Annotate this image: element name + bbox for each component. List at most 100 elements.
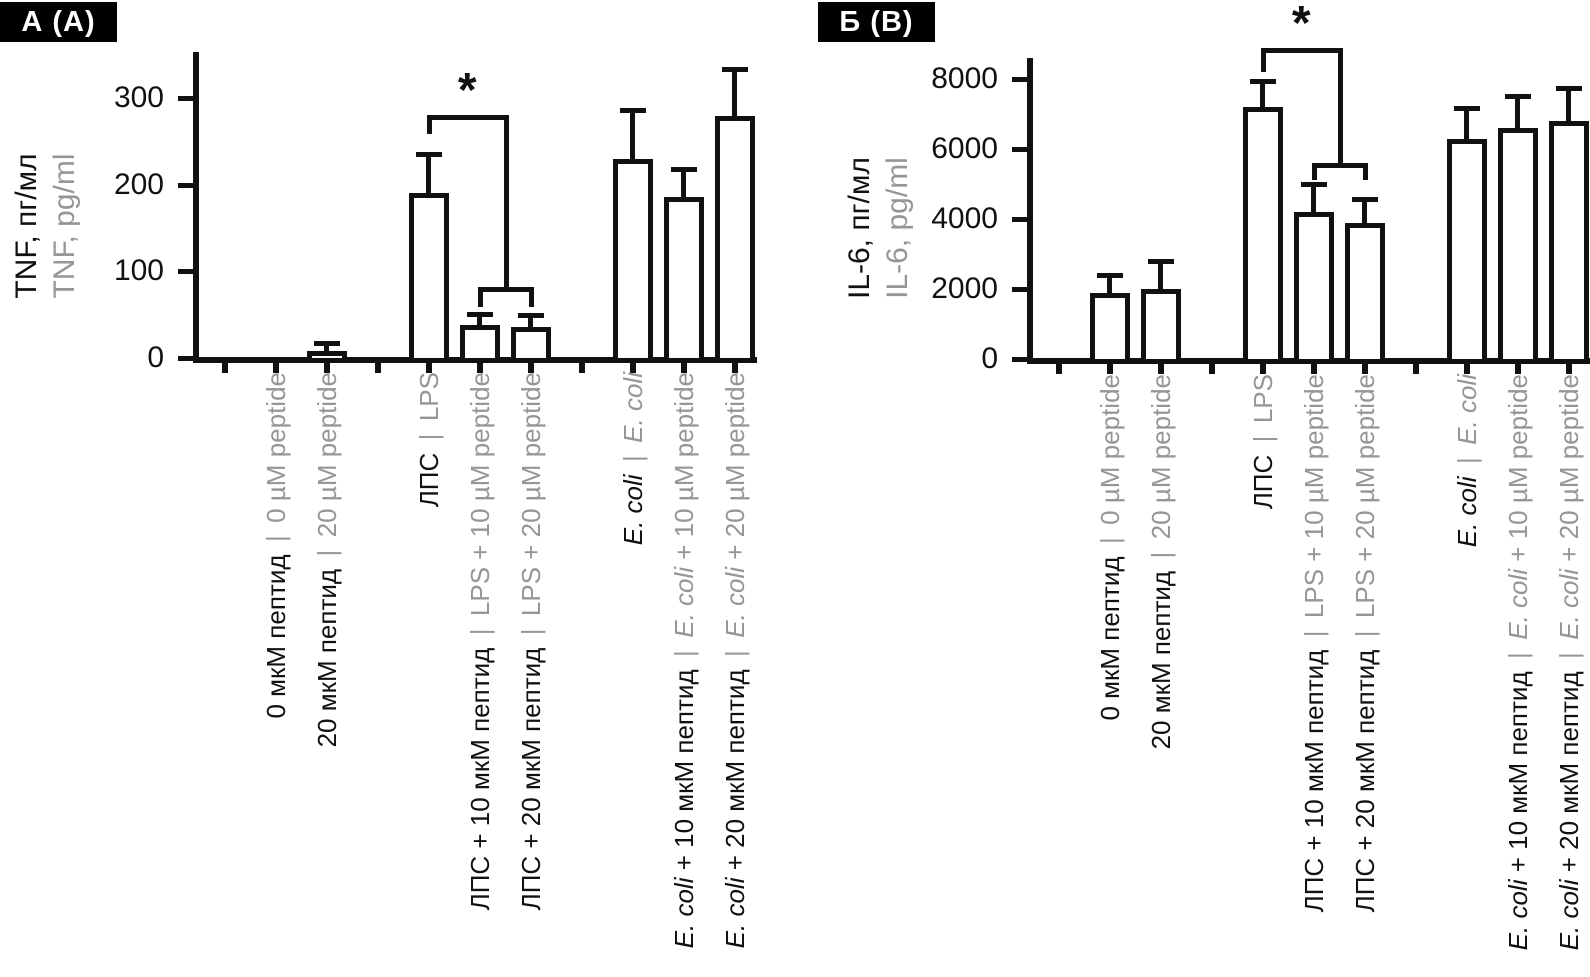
y-tick-label: 300: [113, 81, 164, 115]
x-label-ru: E. coli: [1452, 476, 1482, 548]
error-bar-stem: [528, 312, 533, 339]
y-tick-label: 100: [113, 254, 164, 288]
significance-bracket-top: [1261, 47, 1343, 53]
bar: [664, 196, 704, 363]
error-bar-cap: [1505, 94, 1531, 100]
x-label-ru: ЛПС + 20 мкМ пептид: [1350, 649, 1380, 913]
error-bar-cap: [1097, 273, 1123, 279]
y-tick-label: 0: [981, 342, 998, 375]
x-label-en: | E. coli + 10 µM peptide: [1503, 374, 1533, 672]
error-bar-stem: [1362, 196, 1367, 235]
error-bar-stem: [1464, 105, 1469, 151]
x-tick: [579, 363, 585, 373]
y-tick: [178, 96, 193, 102]
x-label-en: | 0 µM peptide: [1095, 374, 1125, 557]
error-bar-cap: [1301, 182, 1327, 188]
bar: [1294, 212, 1334, 364]
x-label-ru: 20 мкМ пептид: [1146, 570, 1176, 750]
y-tick: [178, 356, 193, 361]
y-tick-label: 8000: [931, 62, 998, 95]
x-label-en: | E. coli: [1452, 374, 1482, 477]
x-tick: [630, 363, 636, 373]
x-label-en: | E. coli + 20 µM peptide: [1554, 374, 1584, 672]
x-tick: [528, 363, 534, 373]
error-bar-stem: [1107, 273, 1112, 305]
y-tick-label: 2000: [931, 272, 998, 305]
x-tick: [1260, 364, 1266, 374]
significance-star: *: [1291, 0, 1311, 50]
x-tick-label: E. coli | E. coli: [1450, 374, 1484, 977]
bar: [511, 326, 551, 363]
bar: [460, 325, 500, 363]
error-bar-cap: [518, 312, 544, 318]
x-tick-label: 20 мкМ пептид | 20 µM peptide: [1144, 374, 1178, 977]
x-tick: [1515, 364, 1521, 374]
significance-bracket-left-stub: [1261, 47, 1266, 72]
panel-a-tag: А (A): [0, 2, 117, 42]
significance-pair-bracket: [478, 286, 534, 292]
x-label-ru: E. coli + 20 мкМ пептид: [1554, 671, 1584, 951]
x-tick-label: E. coli + 20 мкМ пептид | E. coli + 20 µ…: [1552, 374, 1586, 977]
error-bar-stem: [426, 151, 431, 206]
error-bar-cap: [467, 312, 493, 318]
x-label-en: | 20 µM peptide: [1146, 374, 1176, 571]
error-bar-cap: [1454, 105, 1480, 111]
significance-pair-stub: [478, 286, 483, 307]
y-tick: [1012, 217, 1027, 222]
significance-bracket-drop: [1337, 47, 1343, 168]
x-tick: [1464, 364, 1470, 374]
y-tick: [178, 182, 193, 188]
x-tick-label: ЛПС | LPS: [1246, 374, 1280, 977]
error-bar-stem: [477, 312, 482, 338]
bar: [1090, 292, 1130, 364]
bar: [409, 193, 449, 363]
significance-bracket-left-stub: [427, 115, 432, 135]
x-tick: [1209, 364, 1215, 374]
x-tick: [681, 363, 687, 373]
bar: [1345, 222, 1385, 364]
bar: [307, 351, 347, 363]
error-bar-stem: [1515, 94, 1520, 140]
x-label-en: | LPS + 10 µM peptide: [1299, 374, 1329, 650]
error-bar-stem: [1566, 85, 1571, 133]
x-tick: [1362, 364, 1368, 374]
bar: [1243, 107, 1283, 364]
error-bar-cap: [620, 107, 646, 113]
bar: [1498, 128, 1538, 364]
y-tick-label: 0: [147, 341, 164, 374]
x-tick-label: ЛПС + 20 мкМ пептид | LPS + 20 µM peptid…: [1348, 374, 1382, 977]
x-tick: [426, 363, 432, 373]
x-label-ru: E. coli + 10 мкМ пептид: [1503, 671, 1533, 951]
significance-bracket-top: [427, 115, 509, 121]
error-bar-cap: [1250, 79, 1276, 84]
bar: [613, 158, 653, 363]
x-tick-label: 0 мкМ пептид | 0 µM peptide: [1093, 374, 1127, 977]
bar: [1447, 138, 1487, 364]
significance-pair-stub: [1312, 163, 1317, 180]
significance-bracket-drop: [503, 115, 509, 292]
x-label-ru: 0 мкМ пептид: [1095, 556, 1125, 721]
significance-pair-stub: [529, 286, 534, 307]
y-tick: [178, 269, 193, 275]
x-tick: [1311, 364, 1317, 374]
x-tick: [1107, 364, 1113, 374]
panel-b-tag: Б (B): [818, 2, 935, 42]
y-tick: [1012, 147, 1027, 152]
x-tick: [732, 363, 738, 373]
error-bar-stem: [681, 166, 686, 209]
panel-a-tag-text: А (A): [21, 5, 96, 38]
y-tick-label: 4000: [931, 202, 998, 235]
panel-b-tag-text: Б (B): [839, 5, 914, 38]
y-tick-label: 6000: [931, 132, 998, 165]
y-tick: [1012, 77, 1027, 82]
x-label-ru: ЛПС: [1248, 454, 1278, 510]
y-axis: [1027, 58, 1033, 364]
x-tick: [273, 363, 279, 373]
error-bar-stem: [630, 107, 635, 171]
x-tick: [477, 363, 483, 373]
x-label-en: | LPS + 20 µM peptide: [1350, 374, 1380, 650]
error-bar-cap: [314, 340, 340, 346]
bar: [715, 116, 755, 363]
error-bar-cap: [722, 66, 748, 72]
